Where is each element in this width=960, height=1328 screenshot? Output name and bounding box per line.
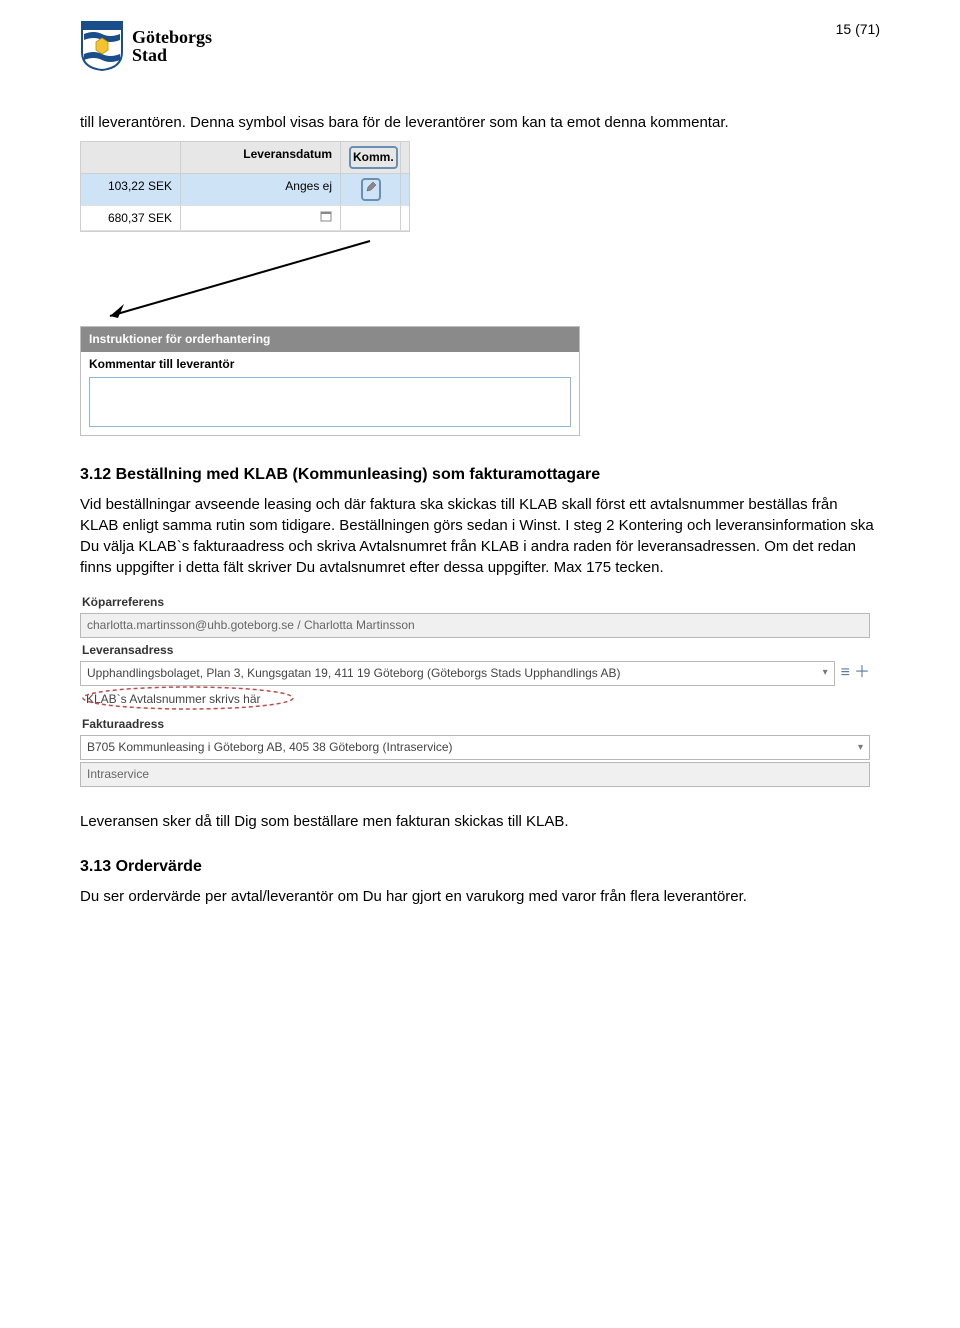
form-fragment: Köparreferens charlotta.martinsson@uhb.g… <box>80 590 870 786</box>
klab-note-row: KLAB`s Avtalsnummer skrivs här <box>80 688 870 711</box>
chevron-down-icon: ▾ <box>852 741 863 755</box>
fakturaadress-select[interactable]: B705 Kommunleasing i Göteborg AB, 405 38… <box>80 735 870 760</box>
city-shield-icon <box>80 20 124 72</box>
logo-line2: Stad <box>132 46 212 64</box>
address-action-icons: ≡ ＋ <box>841 662 870 684</box>
plus-icon[interactable]: ＋ <box>854 662 870 684</box>
logo-text: Göteborgs Stad <box>132 28 212 64</box>
section-3-12-p1: Vid beställningar avseende leasing och d… <box>80 494 880 578</box>
koparreferens-field: charlotta.martinsson@uhb.goteborg.se / C… <box>80 613 870 638</box>
col-komm: Komm. <box>341 142 401 173</box>
cell-amount: 103,22 SEK <box>81 174 181 205</box>
section-3-13-heading: 3.13 Ordervärde <box>80 856 880 878</box>
col-amount <box>81 142 181 173</box>
panel-title: Instruktioner för orderhantering <box>81 327 579 352</box>
table-fragment: Leveransdatum Komm. 103,22 SEK Anges ej … <box>80 141 410 232</box>
cell-amount: 680,37 SEK <box>81 206 181 231</box>
chevron-down-icon: ▾ <box>817 666 828 680</box>
page-number: 15 (71) <box>836 20 880 40</box>
page-header: Göteborgs Stad 15 (71) <box>80 20 880 72</box>
calendar-icon[interactable] <box>320 210 332 222</box>
klab-note-field[interactable]: KLAB`s Avtalsnummer skrivs här <box>80 688 870 711</box>
table-header-row: Leveransdatum Komm. <box>81 142 409 174</box>
cell-leverans: Anges ej <box>181 174 341 205</box>
table-row: 103,22 SEK Anges ej <box>81 174 409 206</box>
list-icon[interactable]: ≡ <box>841 662 850 684</box>
cell-komm <box>341 174 401 205</box>
koparreferens-label: Köparreferens <box>80 590 870 613</box>
cell-komm <box>341 206 401 231</box>
komm-header-highlight: Komm. <box>349 146 398 169</box>
comment-icon[interactable] <box>361 178 381 201</box>
after-ss3-paragraph: Leveransen sker då till Dig som beställa… <box>80 811 880 832</box>
table-row: 680,37 SEK <box>81 206 409 232</box>
section-3-12-heading: 3.12 Beställning med KLAB (Kommunleasing… <box>80 464 880 486</box>
intro-paragraph: till leverantören. Denna symbol visas ba… <box>80 112 880 133</box>
instruction-panel: Instruktioner för orderhantering Komment… <box>80 326 580 436</box>
intraservice-field: Intraservice <box>80 762 870 787</box>
comment-textarea[interactable] <box>89 377 571 427</box>
logo-block: Göteborgs Stad <box>80 20 212 72</box>
leveransadress-label: Leveransadress <box>80 638 870 661</box>
section-3-13-p1: Du ser ordervärde per avtal/leverantör o… <box>80 886 880 907</box>
fakturaadress-label: Fakturaadress <box>80 712 870 735</box>
col-leveransdatum: Leveransdatum <box>181 142 341 173</box>
leveransadress-select[interactable]: Upphandlingsbolaget, Plan 3, Kungsgatan … <box>80 661 835 686</box>
logo-line1: Göteborgs <box>132 28 212 46</box>
annotation-arrow-icon <box>80 236 380 326</box>
cell-leverans <box>181 206 341 231</box>
panel-label: Kommentar till leverantör <box>81 352 579 375</box>
